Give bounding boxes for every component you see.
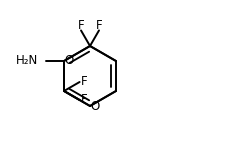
Text: F: F (81, 75, 88, 88)
Text: O: O (64, 54, 74, 67)
Text: F: F (81, 93, 88, 106)
Text: F: F (78, 19, 84, 32)
Text: F: F (96, 19, 102, 32)
Text: O: O (90, 100, 100, 113)
Text: H₂N: H₂N (16, 54, 38, 67)
